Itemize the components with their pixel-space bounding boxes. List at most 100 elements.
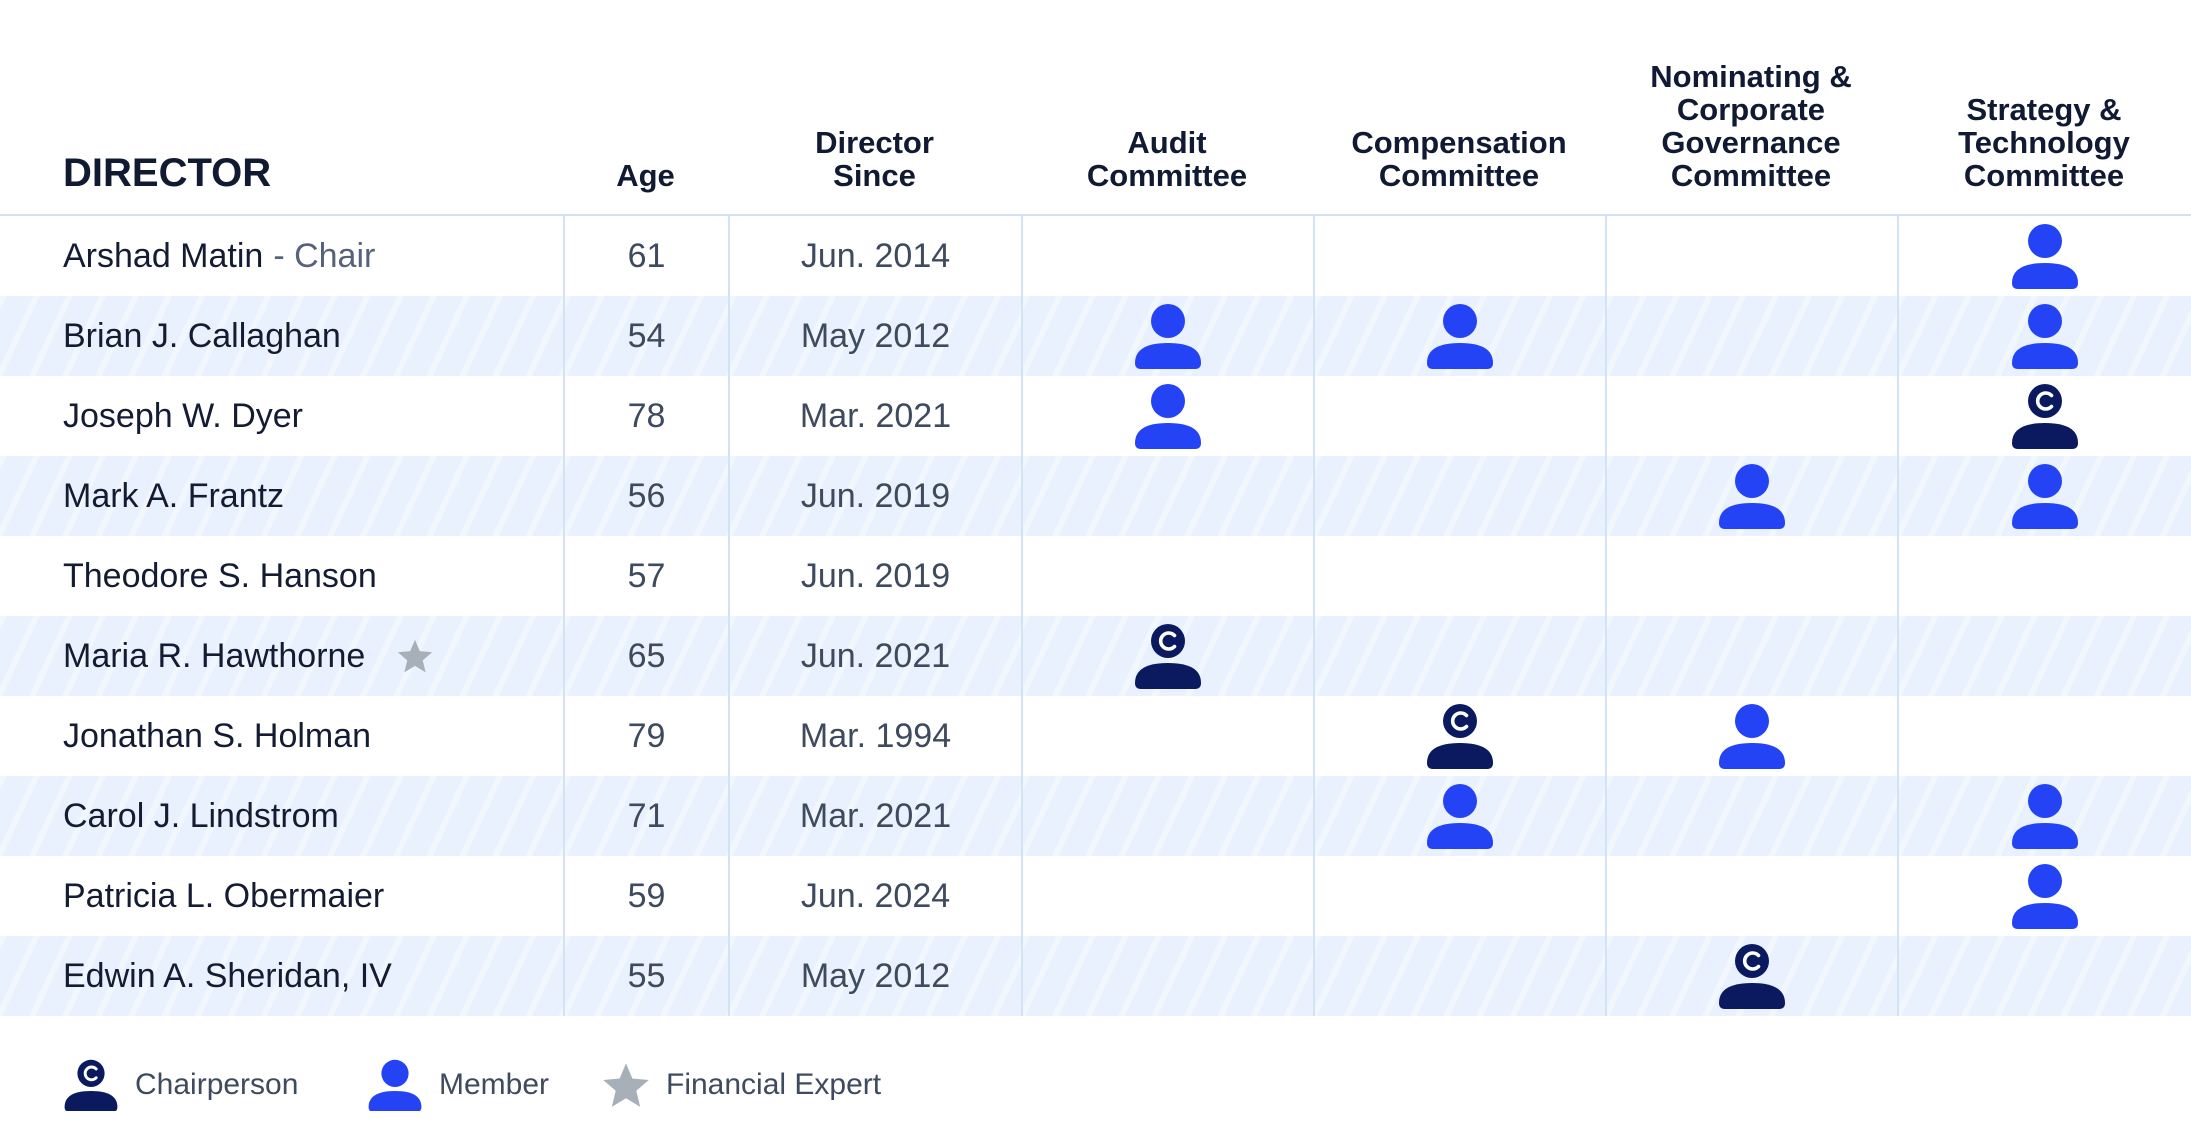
director-cell: Joseph W. Dyer: [0, 376, 563, 456]
committee-cell: [1605, 296, 1897, 376]
member-icon: [1427, 784, 1493, 849]
since-cell: May 2012: [728, 936, 1021, 1016]
since-cell: Mar. 2021: [728, 776, 1021, 856]
column-header: Nominating & Corporate Governance Commit…: [1605, 0, 1897, 216]
since-cell: Mar. 1994: [728, 696, 1021, 776]
chairperson-icon: [1135, 624, 1201, 689]
legend-label: Member: [439, 1068, 550, 1101]
committee-cell: [1897, 456, 2191, 536]
financial-expert-star: [603, 1063, 649, 1107]
committee-cell: [1605, 456, 1897, 536]
age-cell: 55: [563, 936, 728, 1016]
since-cell: Jun. 2014: [728, 216, 1021, 296]
committee-cell: [1897, 856, 2191, 936]
director-name: Maria R. Hawthorne: [63, 636, 366, 675]
since-cell: Mar. 2021: [728, 376, 1021, 456]
committee-cell: [1021, 216, 1313, 296]
committee-cell: [1021, 536, 1313, 616]
committee-cell: [1313, 936, 1605, 1016]
director-cell: Carol J. Lindstrom: [0, 776, 563, 856]
member-icon: [2012, 784, 2078, 849]
since-cell: Jun. 2021: [728, 616, 1021, 696]
chairperson-icon: [1719, 944, 1785, 1009]
legend-label: Financial Expert: [666, 1068, 882, 1101]
committee-cell: [1605, 696, 1897, 776]
age-cell: 54: [563, 296, 728, 376]
committee-cell: [1021, 696, 1313, 776]
committee-cell: [1313, 376, 1605, 456]
committee-cell: [1605, 616, 1897, 696]
director-name: Jonathan S. Holman: [63, 716, 372, 755]
committee-cell: [1605, 856, 1897, 936]
member-icon: [2012, 864, 2078, 929]
director-cell: Theodore S. Hanson: [0, 536, 563, 616]
committee-cell: [1021, 936, 1313, 1016]
financial-expert-star: [398, 639, 433, 673]
committee-cell: [1021, 376, 1313, 456]
director-name: Carol J. Lindstrom: [63, 796, 339, 835]
legend-item: Member: [367, 1050, 549, 1120]
committee-cell: [1313, 216, 1605, 296]
committee-cell: [1021, 776, 1313, 856]
column-header: Age: [563, 0, 728, 216]
chairperson-icon: [2012, 384, 2078, 449]
director-cell: Arshad Matin - Chair: [0, 216, 563, 296]
age-cell: 61: [563, 216, 728, 296]
committee-cell: [1897, 376, 2191, 456]
column-header: Director Since: [728, 0, 1021, 216]
member-icon: [1719, 464, 1785, 529]
chairperson-icon: [64, 1059, 118, 1112]
since-cell: Jun. 2024: [728, 856, 1021, 936]
age-cell: 56: [563, 456, 728, 536]
committee-cell: [1313, 616, 1605, 696]
director-name: Theodore S. Hanson: [63, 556, 377, 595]
legend-item: Financial Expert: [602, 1050, 881, 1120]
committee-cell: [1313, 296, 1605, 376]
committee-cell: [1021, 296, 1313, 376]
column-header: Strategy & Technology Committee: [1897, 0, 2191, 216]
director-cell: Maria R. Hawthorne: [0, 616, 563, 696]
committee-cell: [1313, 456, 1605, 536]
committee-cell: [1313, 536, 1605, 616]
age-cell: 59: [563, 856, 728, 936]
committee-cell: [1021, 616, 1313, 696]
legend-item: Chairperson: [63, 1050, 298, 1120]
column-header: DIRECTOR: [0, 0, 563, 216]
committee-cell: [1897, 776, 2191, 856]
director-name: Brian J. Callaghan: [63, 316, 341, 355]
committee-cell: [1897, 296, 2191, 376]
since-cell: May 2012: [728, 296, 1021, 376]
director-name: Arshad Matin: [63, 236, 264, 275]
committee-cell: [1313, 776, 1605, 856]
age-cell: 78: [563, 376, 728, 456]
age-cell: 79: [563, 696, 728, 776]
committee-cell: [1605, 776, 1897, 856]
committee-cell: [1021, 856, 1313, 936]
member-icon: [1135, 384, 1201, 449]
member-icon: [2012, 224, 2078, 289]
committee-cell: [1897, 936, 2191, 1016]
committee-cell: [1605, 936, 1897, 1016]
chairperson-icon: [1427, 704, 1493, 769]
committee-cell: [1605, 216, 1897, 296]
committee-cell: [1897, 696, 2191, 776]
director-cell: Mark A. Frantz: [0, 456, 563, 536]
member-icon: [1427, 304, 1493, 369]
committee-cell: [1605, 376, 1897, 456]
age-cell: 57: [563, 536, 728, 616]
director-name: Joseph W. Dyer: [63, 396, 303, 435]
committee-cell: [1897, 216, 2191, 296]
column-header: Audit Committee: [1021, 0, 1313, 216]
director-table: DIRECTOR Age Director Since Audit Committee…: [0, 0, 2191, 1016]
member-icon: [2012, 304, 2078, 369]
member-icon: [368, 1059, 422, 1112]
age-cell: 71: [563, 776, 728, 856]
director-cell: Patricia L. Obermaier: [0, 856, 563, 936]
director-cell: Jonathan S. Holman: [0, 696, 563, 776]
age-cell: 65: [563, 616, 728, 696]
director-name: Mark A. Frantz: [63, 476, 285, 515]
director-cell: Edwin A. Sheridan, IV: [0, 936, 563, 1016]
director-cell: Brian J. Callaghan: [0, 296, 563, 376]
since-cell: Jun. 2019: [728, 536, 1021, 616]
member-icon: [2012, 464, 2078, 529]
